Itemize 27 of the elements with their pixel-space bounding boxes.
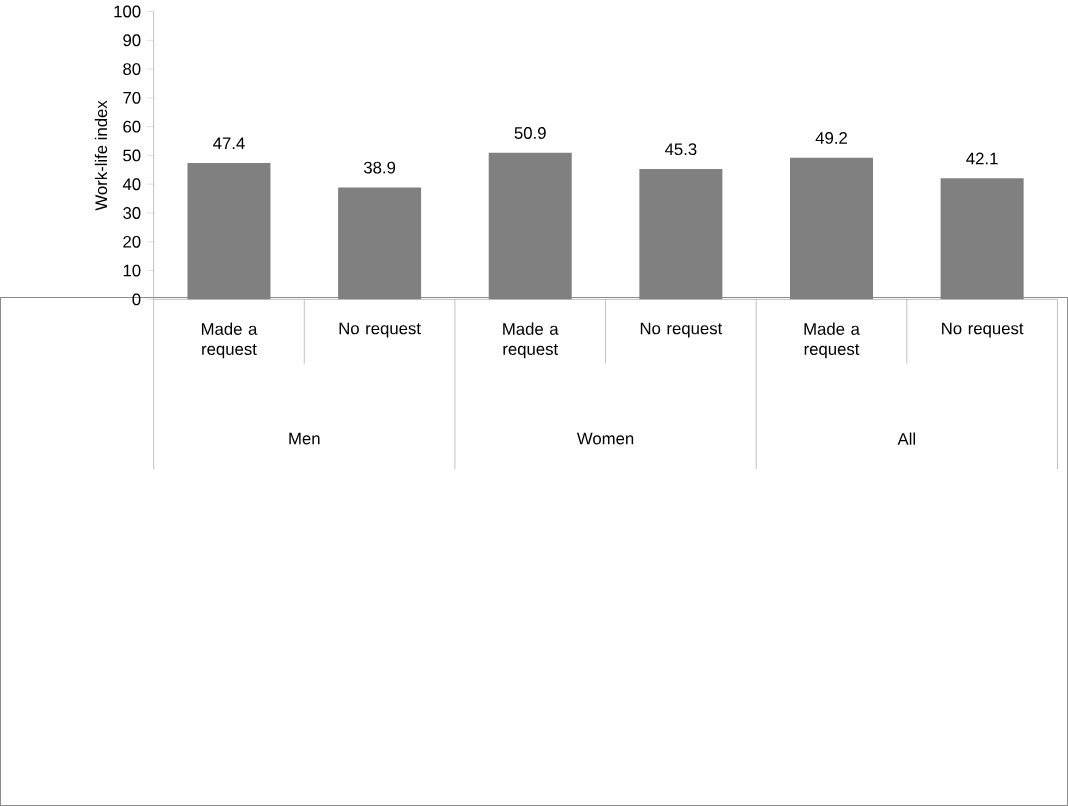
text: Women — [576, 432, 634, 445]
y-tick-label: 80 — [123, 63, 141, 75]
y-tick-label: 50 — [123, 149, 141, 162]
data-label: 47.4 — [213, 137, 245, 150]
x-tick-label: No request — [339, 322, 421, 338]
data-label: 38.9 — [363, 161, 396, 174]
data-label: 50.9 — [514, 127, 546, 139]
y-tick-label: 30 — [123, 207, 141, 219]
y-tick-label: 20 — [123, 235, 141, 248]
x-tick-label: No request — [942, 322, 1024, 338]
y-axis-title: Work-life index — [94, 100, 108, 211]
y-tick-label: 60 — [123, 120, 141, 133]
y-tick-label: 100 — [114, 5, 141, 18]
y-tick-label: 40 — [122, 178, 141, 191]
x-tick-label: Made a request — [804, 322, 860, 359]
text: Men — [289, 432, 320, 445]
x-tick-label: No request — [640, 322, 723, 338]
x-tick-label: Made a request — [503, 322, 559, 359]
data-label: 49.2 — [815, 132, 847, 144]
y-tick-label: 70 — [123, 91, 141, 104]
data-label: 42.1 — [966, 152, 998, 165]
y-tick-label: 90 — [123, 34, 141, 47]
y-tick-label: 10 — [123, 264, 141, 277]
y-tick-label: 0 — [132, 293, 141, 306]
data-label: 45.3 — [664, 143, 697, 156]
text: All — [897, 432, 915, 445]
x-tick-label: Made a request — [201, 322, 258, 359]
